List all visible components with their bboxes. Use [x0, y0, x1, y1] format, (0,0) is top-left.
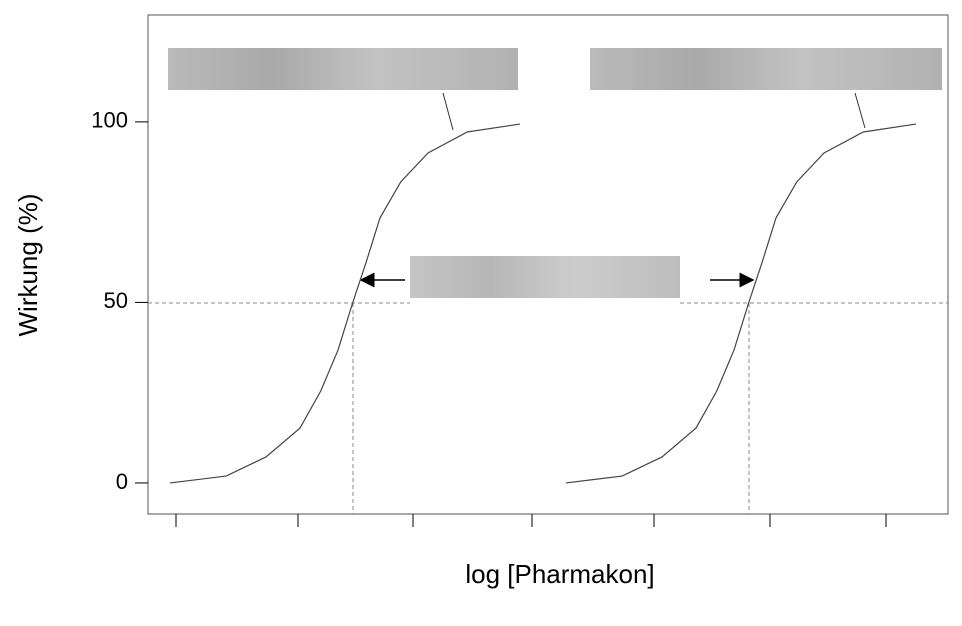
y-axis-label: Wirkung (%) [13, 193, 43, 336]
curve [169, 123, 521, 484]
curve [565, 123, 917, 484]
x-tick-marks [175, 514, 887, 527]
y-tick-label: 50 [104, 288, 128, 313]
y-tick-label: 0 [116, 469, 128, 494]
x-axis-label: log [Pharmakon] [465, 559, 654, 589]
leader-lines [442, 92, 866, 131]
plot-frame [147, 14, 949, 515]
obscured-labels [168, 48, 942, 298]
y-tick-label: 100 [91, 108, 128, 133]
reference-lines [148, 302, 948, 514]
